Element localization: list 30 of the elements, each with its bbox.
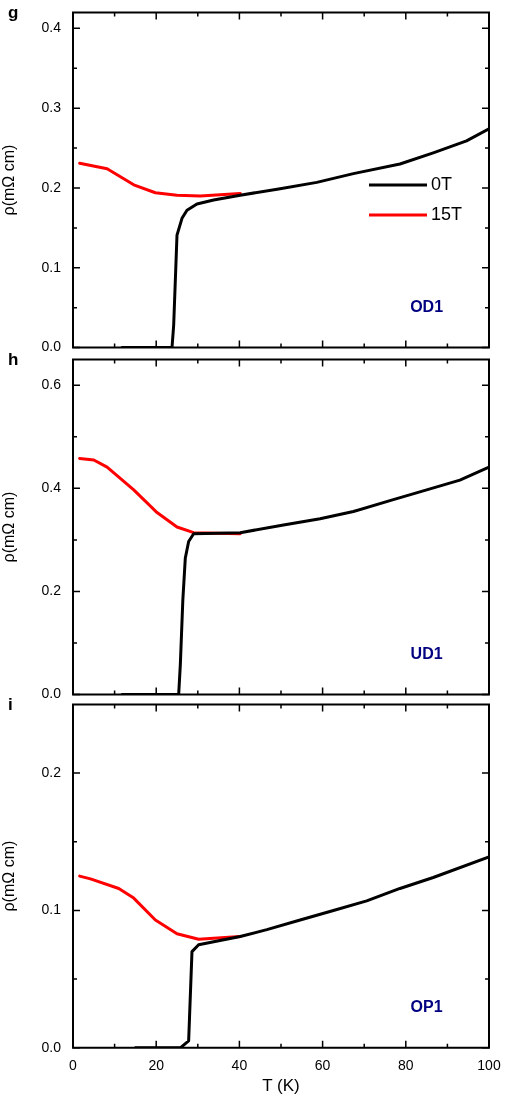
y-tick-label: 0.0 bbox=[41, 685, 62, 702]
y-tick-label: 0.4 bbox=[41, 479, 62, 496]
y-tick-label: 0.6 bbox=[41, 376, 62, 393]
y-tick-label: 0.4 bbox=[41, 19, 62, 36]
x-tick-label: 60 bbox=[314, 1057, 331, 1074]
annotation: OP1 bbox=[410, 998, 443, 1016]
chart-title: h bbox=[8, 350, 19, 370]
x-tick-label: 80 bbox=[398, 1057, 414, 1074]
x-tick-label: 0 bbox=[69, 1057, 78, 1074]
y-tick-label: 0.0 bbox=[41, 1038, 62, 1055]
y-tick-label: 0.3 bbox=[41, 99, 62, 116]
x-axis-title: T (K) bbox=[262, 1076, 300, 1096]
y-tick-label: 0.2 bbox=[41, 763, 62, 780]
y-tick-label: 0.0 bbox=[41, 338, 62, 355]
y-tick-label: 0.1 bbox=[41, 901, 62, 918]
y-axis-title: ρ(mΩ cm) bbox=[0, 144, 18, 216]
y-tick-label: 0.1 bbox=[41, 258, 62, 275]
legend-label: 15T bbox=[431, 203, 463, 224]
y-axis-title: ρ(mΩ cm) bbox=[0, 491, 18, 563]
x-tick-label: 100 bbox=[477, 1057, 501, 1074]
x-tick-label: 40 bbox=[231, 1057, 248, 1074]
x-tick-label: 20 bbox=[148, 1057, 165, 1074]
y-tick-label: 0.2 bbox=[41, 178, 62, 195]
chart-title: i bbox=[8, 695, 13, 715]
legend-label: 0T bbox=[431, 173, 453, 194]
chart-title: g bbox=[8, 3, 19, 23]
y-axis-title: ρ(mΩ cm) bbox=[0, 840, 18, 912]
annotation: UD1 bbox=[410, 645, 443, 663]
y-tick-label: 0.2 bbox=[41, 582, 62, 599]
annotation: OD1 bbox=[410, 298, 444, 316]
